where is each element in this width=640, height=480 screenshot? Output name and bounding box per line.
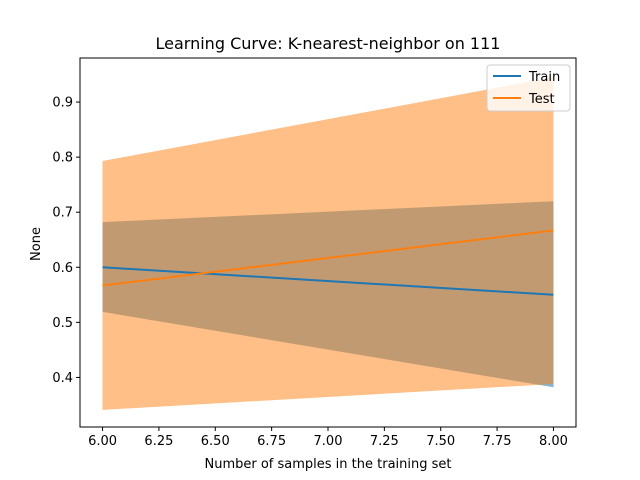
x-tick-label: 7.50 [426,434,455,449]
line-train [102,266,554,296]
legend-label-test: Test [528,92,555,107]
legend: Train Test [486,64,571,112]
x-tick-label: 7.00 [314,434,343,449]
x-tick-label: 7.75 [483,434,512,449]
legend-label-train: Train [528,70,560,85]
y-tick-label: 0.8 [52,151,73,166]
x-tick-label: 8.00 [539,434,568,449]
x-tick-label: 6.75 [257,434,286,449]
x-tick-label: 7.25 [370,434,399,449]
x-tick-label: 6.00 [88,434,117,449]
band-test [102,77,554,410]
y-tick-label: 0.4 [52,371,73,386]
y-tick-label: 0.6 [52,261,73,276]
y-tick-label: 0.5 [52,316,73,331]
chart-title: Learning Curve: K-nearest-neighbor on 11… [156,34,501,53]
line-test [102,229,554,287]
x-tick-label: 6.50 [201,434,230,449]
plot-area [102,77,554,410]
axes: 6.00 6.25 6.50 6.75 7.00 7.25 7.50 7.75 8.00 0.4 0… [52,57,577,449]
y-axis-title: None [29,227,44,261]
x-axis-title: Number of samples in the training set [205,457,452,472]
x-tick-label: 6.25 [144,434,173,449]
y-tick-label: 0.7 [52,206,73,221]
y-tick-label: 0.9 [52,96,73,111]
